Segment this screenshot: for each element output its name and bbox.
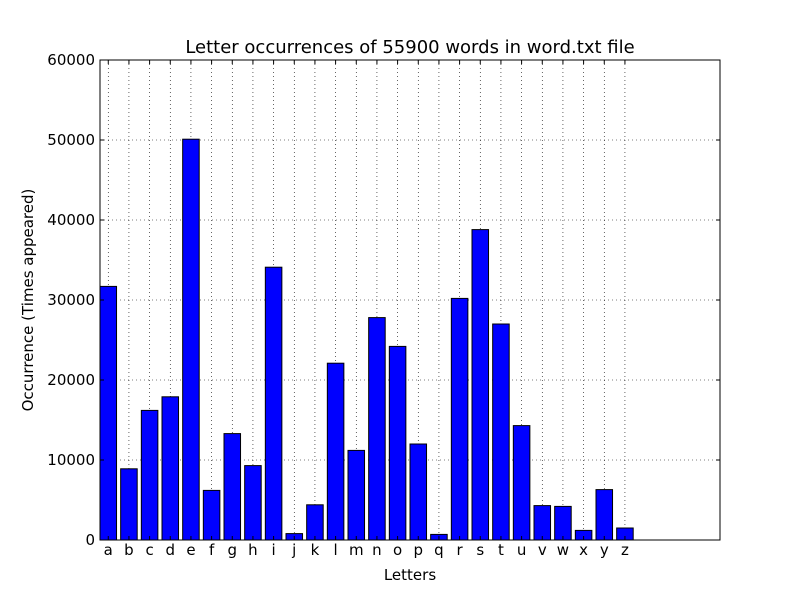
- y-tick-label: 40000: [47, 211, 95, 229]
- x-tick-label-k: k: [311, 541, 320, 559]
- axis-ticks: [100, 59, 720, 541]
- x-tick-label-b: b: [124, 541, 134, 559]
- bar-i: [264, 266, 283, 541]
- x-tick-label-v: v: [538, 541, 547, 559]
- bar-n: [368, 317, 386, 541]
- x-tick-label-s: s: [476, 541, 484, 559]
- bar-r: [450, 297, 469, 541]
- x-tick-label-f: f: [209, 541, 215, 559]
- bar-d: [161, 396, 180, 541]
- y-axis-label: Occurrence (Times appeared): [19, 189, 37, 412]
- y-tick-label: 30000: [47, 291, 95, 309]
- x-tick-label-c: c: [145, 541, 153, 559]
- y-tick-label: 20000: [47, 371, 95, 389]
- chart-title: Letter occurrences of 55900 words in wor…: [185, 37, 634, 58]
- x-tick-label-i: i: [272, 541, 276, 559]
- bar-u: [512, 425, 531, 541]
- bar-w: [554, 505, 572, 541]
- bar-k: [306, 504, 324, 541]
- x-tick-label-x: x: [579, 541, 588, 559]
- bars: [99, 138, 634, 541]
- bar-t: [492, 323, 510, 541]
- x-tick-label-y: y: [600, 541, 609, 559]
- x-tick-label-r: r: [457, 541, 464, 559]
- x-tick-label-a: a: [104, 541, 113, 559]
- x-tick-label-j: j: [291, 541, 296, 559]
- x-tick-label-m: m: [349, 541, 364, 559]
- x-tick-label-q: q: [434, 541, 444, 559]
- x-tick-label-d: d: [166, 541, 176, 559]
- bar-c: [140, 409, 159, 541]
- bar-l: [326, 362, 345, 541]
- bar-m: [347, 449, 366, 541]
- bar-h: [244, 465, 262, 541]
- bar-f: [202, 489, 221, 541]
- bar-v: [533, 505, 552, 541]
- bar-s: [471, 229, 490, 541]
- y-tick-label: 10000: [47, 451, 95, 469]
- x-tick-label-n: n: [372, 541, 382, 559]
- y-tick-label: 60000: [47, 51, 95, 69]
- x-tick-label-e: e: [186, 541, 195, 559]
- bar-b: [120, 468, 138, 541]
- x-tick-label-p: p: [414, 541, 424, 559]
- x-tick-label-u: u: [517, 541, 527, 559]
- x-tick-label-h: h: [248, 541, 258, 559]
- bar-a: [99, 285, 118, 541]
- bar-e: [182, 138, 200, 541]
- bar-o: [388, 345, 407, 541]
- x-tick-label-w: w: [557, 541, 569, 559]
- x-tick-label-o: o: [393, 541, 402, 559]
- x-tick-label-z: z: [621, 541, 629, 559]
- bar-y: [595, 489, 614, 541]
- x-tick-label-g: g: [228, 541, 238, 559]
- y-tick-labels: 0 10000 20000 30000 40000 50000 60000: [47, 51, 95, 549]
- x-tick-label-t: t: [498, 541, 504, 559]
- bar-p: [409, 443, 428, 541]
- x-tick-label-l: l: [334, 541, 338, 559]
- y-tick-label: 0: [85, 531, 95, 549]
- bar-g: [223, 433, 242, 541]
- x-axis-label: Letters: [384, 566, 436, 584]
- y-tick-label: 50000: [47, 131, 95, 149]
